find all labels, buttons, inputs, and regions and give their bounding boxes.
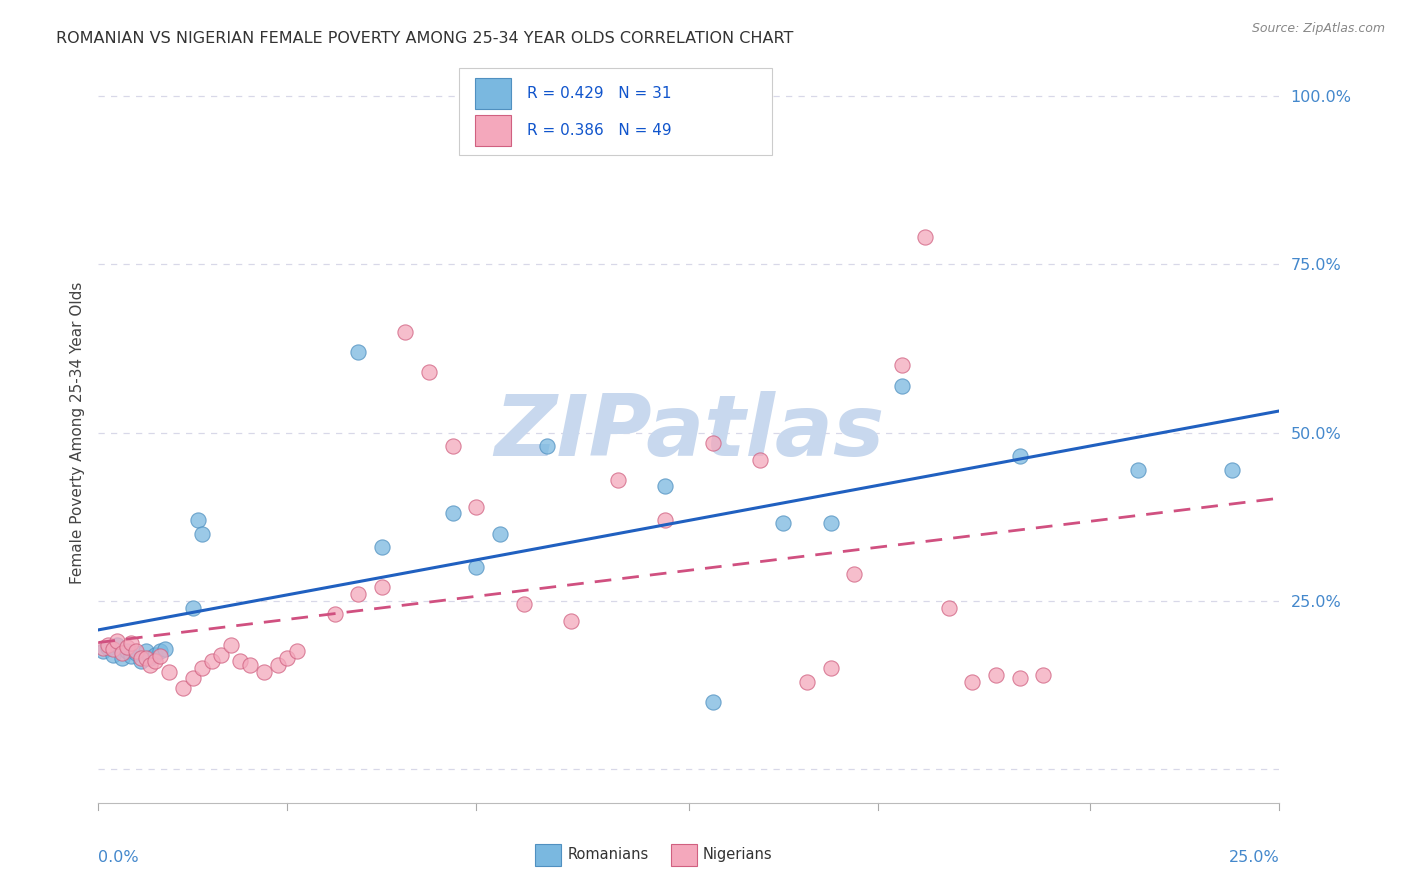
Nigerians bbox=[209, 648, 232, 662]
Text: R = 0.386   N = 49: R = 0.386 N = 49 bbox=[527, 123, 672, 138]
FancyBboxPatch shape bbox=[475, 115, 510, 146]
Nigerians bbox=[111, 646, 134, 660]
Nigerians bbox=[748, 452, 770, 467]
Text: Romanians: Romanians bbox=[567, 847, 648, 863]
Romanians bbox=[105, 638, 128, 652]
Nigerians bbox=[984, 668, 1007, 682]
Romanians bbox=[441, 507, 464, 521]
Nigerians bbox=[253, 665, 276, 679]
Romanians bbox=[1220, 462, 1243, 476]
Romanians bbox=[115, 644, 138, 658]
Romanians bbox=[702, 695, 724, 709]
Text: ROMANIAN VS NIGERIAN FEMALE POVERTY AMONG 25-34 YEAR OLDS CORRELATION CHART: ROMANIAN VS NIGERIAN FEMALE POVERTY AMON… bbox=[56, 31, 793, 46]
Nigerians bbox=[465, 500, 488, 514]
Nigerians bbox=[125, 644, 148, 658]
Text: Nigerians: Nigerians bbox=[703, 847, 773, 863]
Romanians bbox=[101, 648, 124, 662]
Romanians bbox=[890, 378, 912, 392]
Nigerians bbox=[796, 674, 818, 689]
Nigerians bbox=[135, 651, 157, 665]
Nigerians bbox=[654, 513, 676, 527]
Romanians bbox=[181, 600, 204, 615]
Nigerians bbox=[323, 607, 346, 622]
Nigerians bbox=[121, 635, 143, 649]
Nigerians bbox=[371, 581, 394, 595]
Nigerians bbox=[105, 634, 128, 648]
Nigerians bbox=[418, 365, 440, 379]
Romanians bbox=[347, 344, 370, 359]
Nigerians bbox=[1008, 671, 1031, 685]
Nigerians bbox=[962, 674, 984, 689]
Romanians bbox=[772, 516, 794, 531]
Romanians bbox=[489, 526, 512, 541]
Nigerians bbox=[143, 655, 166, 669]
Nigerians bbox=[229, 655, 252, 669]
Romanians bbox=[654, 479, 676, 493]
Nigerians bbox=[157, 665, 180, 679]
Nigerians bbox=[181, 671, 204, 685]
Nigerians bbox=[607, 473, 630, 487]
Nigerians bbox=[844, 566, 866, 581]
Nigerians bbox=[91, 640, 114, 655]
Nigerians bbox=[172, 681, 194, 696]
Text: Source: ZipAtlas.com: Source: ZipAtlas.com bbox=[1251, 22, 1385, 36]
Nigerians bbox=[1032, 668, 1054, 682]
Romanians bbox=[135, 644, 157, 658]
Romanians bbox=[111, 651, 134, 665]
Nigerians bbox=[101, 642, 124, 657]
Romanians bbox=[97, 640, 120, 655]
Text: R = 0.429   N = 31: R = 0.429 N = 31 bbox=[527, 86, 672, 101]
Romanians bbox=[187, 513, 209, 527]
Romanians bbox=[536, 439, 558, 453]
Romanians bbox=[143, 648, 166, 662]
Romanians bbox=[149, 644, 172, 658]
Nigerians bbox=[560, 614, 582, 628]
Nigerians bbox=[702, 435, 724, 450]
Nigerians bbox=[276, 651, 298, 665]
Nigerians bbox=[938, 600, 960, 615]
Nigerians bbox=[97, 638, 120, 652]
Romanians bbox=[820, 516, 842, 531]
Text: 0.0%: 0.0% bbox=[98, 850, 139, 865]
Nigerians bbox=[890, 359, 912, 373]
Nigerians bbox=[149, 649, 172, 664]
Nigerians bbox=[239, 657, 262, 672]
Romanians bbox=[121, 649, 143, 664]
Romanians bbox=[1126, 462, 1149, 476]
Nigerians bbox=[191, 661, 214, 675]
FancyBboxPatch shape bbox=[671, 844, 697, 866]
Romanians bbox=[153, 642, 176, 657]
Nigerians bbox=[441, 439, 464, 453]
Nigerians bbox=[267, 657, 290, 672]
Nigerians bbox=[139, 657, 162, 672]
Romanians bbox=[129, 655, 152, 669]
Nigerians bbox=[394, 325, 416, 339]
Nigerians bbox=[219, 638, 242, 652]
Romanians bbox=[1008, 449, 1031, 463]
Text: 25.0%: 25.0% bbox=[1229, 850, 1279, 865]
FancyBboxPatch shape bbox=[536, 844, 561, 866]
Nigerians bbox=[512, 597, 534, 611]
Nigerians bbox=[285, 644, 308, 658]
Nigerians bbox=[201, 655, 224, 669]
Romanians bbox=[139, 651, 162, 665]
Romanians bbox=[91, 644, 114, 658]
Romanians bbox=[465, 560, 488, 574]
Romanians bbox=[371, 540, 394, 554]
FancyBboxPatch shape bbox=[475, 78, 510, 109]
Nigerians bbox=[129, 651, 152, 665]
Text: ZIPatlas: ZIPatlas bbox=[494, 391, 884, 475]
Nigerians bbox=[914, 230, 936, 244]
FancyBboxPatch shape bbox=[458, 68, 772, 155]
Romanians bbox=[125, 646, 148, 660]
Y-axis label: Female Poverty Among 25-34 Year Olds: Female Poverty Among 25-34 Year Olds bbox=[69, 282, 84, 583]
Nigerians bbox=[820, 661, 842, 675]
Nigerians bbox=[115, 640, 138, 654]
Nigerians bbox=[347, 587, 370, 601]
Romanians bbox=[191, 526, 214, 541]
